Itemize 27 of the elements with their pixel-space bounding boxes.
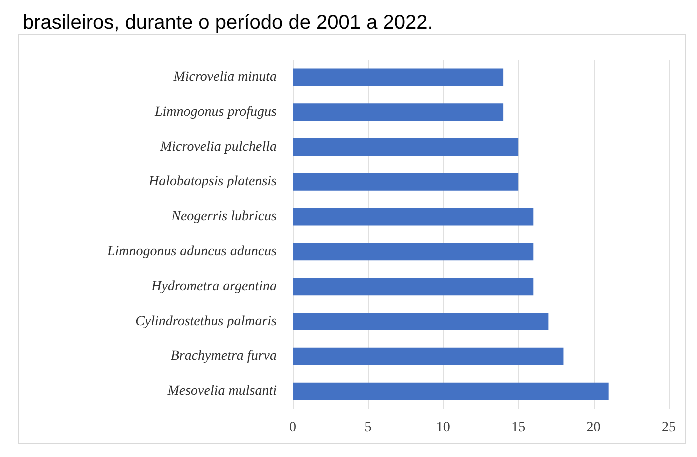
x-tick-label: 15	[512, 420, 526, 436]
bar	[293, 243, 534, 261]
bar	[293, 173, 519, 191]
x-tick-label: 5	[364, 420, 372, 436]
bar	[293, 278, 534, 296]
y-tick-label: Cylindrostethus palmaris	[136, 314, 278, 330]
x-tick-label: 10	[436, 420, 450, 436]
y-tick-label: Limnogonus profugus	[154, 104, 278, 120]
bar	[293, 382, 609, 400]
y-tick-label: Microvelia minuta	[172, 70, 277, 85]
y-tick-label: Microvelia pulchella	[160, 140, 277, 155]
y-tick-label: Hydrometra argentina	[150, 279, 277, 294]
bar	[293, 208, 534, 226]
y-tick-label: Brachymetra furva	[170, 349, 277, 364]
x-tick-label: 0	[290, 420, 296, 436]
bar	[293, 348, 564, 366]
y-tick-label: Limnogonus aduncus aduncus	[106, 244, 278, 260]
bar	[293, 138, 519, 156]
bar	[293, 104, 504, 122]
y-tick-label: Halobatopsis platensis	[148, 174, 278, 190]
y-tick-label: Neogerris lubricus	[170, 210, 278, 225]
x-tick-label: 20	[586, 420, 601, 436]
bar	[293, 68, 504, 86]
y-tick-label: Mesovelia mulsanti	[166, 384, 278, 400]
chart-title: brasileiros, durante o período de 2001 a 2022.	[23, 12, 434, 34]
x-tick-label: 25	[662, 420, 676, 436]
bar	[293, 313, 549, 330]
